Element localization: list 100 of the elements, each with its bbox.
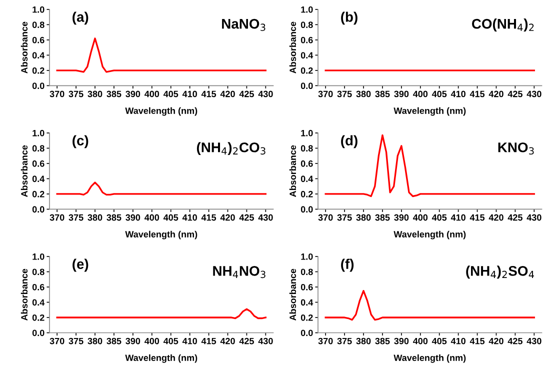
x-tick-label: 400	[144, 338, 160, 344]
annotation: (e)	[72, 258, 88, 272]
x-axis-title: Wavelength (nm)	[394, 107, 466, 116]
y-tick-label: 0.6	[32, 36, 44, 44]
y-tick-label: 0.8	[300, 145, 313, 152]
x-tick-label: 390	[126, 338, 140, 344]
x-tick-label: 405	[432, 214, 447, 221]
y-tick-label: 0.6	[300, 160, 313, 167]
y-tick-label: 0.2	[300, 190, 313, 198]
y-tick-label: 0.6	[300, 36, 313, 44]
x-axis-title: Wavelength (nm)	[125, 107, 198, 116]
y-tick-label: 0.6	[32, 284, 44, 290]
y-tick-label: 0.4	[300, 176, 314, 182]
x-tick-label: 430	[258, 214, 273, 221]
x-tick-label: 385	[375, 90, 390, 98]
x-tick-label: 400	[413, 214, 428, 221]
x-tick-label: 410	[450, 214, 466, 221]
x-tick-label: 385	[106, 338, 122, 344]
annotation: CO(NH$_{4}$)$_{2}$	[472, 18, 534, 32]
x-tick-label: 415	[470, 338, 485, 344]
x-tick-label: 420	[488, 90, 504, 98]
x-tick-label: 405	[163, 90, 178, 98]
x-tick-label: 390	[394, 338, 409, 344]
y-tick-label: 1.0	[301, 253, 313, 260]
x-tick-label: 415	[201, 214, 216, 221]
y-axis-title: Absorbance	[20, 268, 28, 320]
annotation: NaNO$_{3}$	[222, 18, 266, 32]
y-tick-label: 0.6	[32, 160, 44, 167]
y-tick-label: 0.0	[300, 82, 313, 90]
y-tick-label: 0.4	[300, 52, 314, 59]
y-tick-label: 0.4	[300, 299, 314, 306]
x-tick-label: 425	[239, 214, 254, 221]
x-tick-label: 425	[508, 214, 522, 221]
x-tick-label: 380	[356, 90, 371, 98]
y-axis-title: Absorbance	[289, 22, 296, 74]
x-axis-title: Wavelength (nm)	[125, 354, 198, 363]
x-tick-label: 405	[432, 90, 447, 98]
x-tick-label: 370	[50, 90, 64, 98]
x-tick-label: 380	[88, 90, 102, 98]
y-tick-label: 0.8	[32, 268, 44, 276]
x-tick-label: 390	[126, 90, 140, 98]
x-tick-label: 400	[413, 338, 428, 344]
line-series	[56, 182, 266, 196]
y-tick-label: 0.8	[32, 145, 44, 152]
y-tick-label: 0.0	[32, 206, 44, 213]
x-tick-label: 385	[375, 214, 390, 221]
x-tick-label: 430	[258, 90, 273, 98]
y-axis-title: Absorbance	[289, 145, 296, 197]
y-tick-label: 1.0	[32, 6, 44, 13]
y-tick-label: 0.2	[32, 190, 44, 198]
annotation: (a)	[72, 12, 88, 25]
annotation: NH$_{4}$NO$_{3}$	[213, 266, 266, 278]
x-tick-label: 380	[356, 214, 371, 221]
y-tick-label: 1.0	[301, 6, 313, 13]
y-tick-label: 0.8	[32, 22, 44, 28]
x-tick-label: 385	[106, 214, 122, 221]
y-tick-label: 0.6	[300, 284, 313, 290]
y-tick-label: 1.0	[32, 130, 44, 136]
x-tick-label: 370	[318, 90, 333, 98]
x-tick-label: 400	[413, 90, 428, 98]
x-tick-label: 375	[68, 214, 84, 221]
x-axis-title: Wavelength (nm)	[394, 230, 466, 240]
x-tick-label: 420	[488, 214, 504, 221]
line-series	[324, 134, 535, 198]
x-tick-label: 420	[220, 214, 235, 221]
y-tick-label: 0.4	[32, 176, 45, 182]
line-series	[56, 38, 266, 73]
y-tick-label: 0.4	[32, 299, 45, 306]
x-tick-label: 370	[50, 338, 64, 344]
x-tick-label: 370	[50, 214, 64, 221]
annotation: (b)	[341, 12, 358, 25]
y-tick-label: 0.8	[300, 268, 313, 276]
x-tick-label: 410	[450, 338, 466, 344]
x-tick-label: 390	[126, 214, 140, 221]
x-tick-label: 415	[201, 90, 216, 98]
x-tick-label: 415	[470, 90, 485, 98]
x-tick-label: 425	[508, 90, 522, 98]
annotation: (c)	[72, 135, 88, 148]
x-tick-label: 415	[470, 214, 485, 221]
x-tick-label: 375	[68, 338, 84, 344]
y-tick-label: 0.8	[300, 22, 313, 28]
y-tick-label: 0.2	[300, 314, 313, 321]
x-tick-label: 380	[356, 338, 371, 344]
line-series	[56, 308, 266, 320]
y-axis-title: Absorbance	[20, 145, 28, 197]
x-tick-label: 420	[220, 338, 235, 344]
annotation: (NH$_{4}$)$_{2}$CO$_{3}$	[196, 142, 266, 156]
x-tick-label: 385	[106, 90, 122, 98]
x-tick-label: 430	[526, 90, 542, 98]
x-tick-label: 375	[68, 90, 84, 98]
y-tick-label: 1.0	[32, 253, 44, 260]
x-tick-label: 400	[144, 214, 160, 221]
x-tick-label: 390	[394, 90, 409, 98]
x-tick-label: 375	[337, 90, 352, 98]
x-tick-label: 430	[526, 214, 542, 221]
x-tick-label: 425	[239, 338, 254, 344]
x-tick-label: 410	[450, 90, 466, 98]
y-tick-label: 1.0	[301, 130, 313, 136]
x-tick-label: 405	[163, 338, 178, 344]
x-axis-title: Wavelength (nm)	[394, 354, 466, 363]
